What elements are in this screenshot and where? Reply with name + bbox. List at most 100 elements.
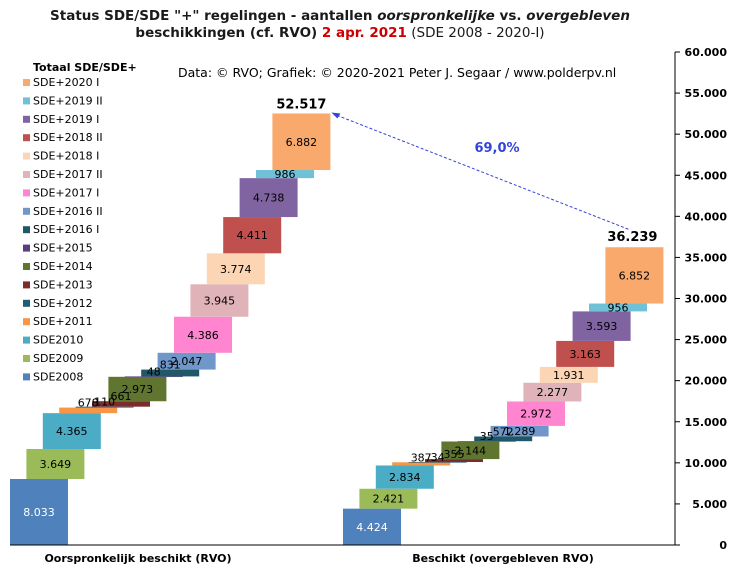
category-label: Oorspronkelijk beschikt (RVO) — [44, 552, 231, 565]
chart-title-line-1: Status SDE/SDE "+" regelingen - aantalle… — [0, 8, 680, 24]
legend-item: SDE+2012 — [33, 297, 93, 310]
data-label: 48 — [147, 365, 161, 378]
total-label: 36.239 — [607, 230, 657, 245]
bar-sde-2011 — [392, 462, 451, 466]
y-tick-label: 30.000 — [685, 293, 728, 306]
data-label: 1.931 — [553, 369, 585, 382]
bar-sde-2013 — [92, 401, 150, 407]
growth-percentage: 69,0% — [474, 141, 519, 156]
y-tick-label: 0 — [719, 539, 727, 552]
category-label: Beschikt (overgebleven RVO) — [412, 552, 593, 565]
legend-item: SDE+2016 I — [33, 223, 99, 236]
bar-sde-2015 — [457, 441, 516, 442]
bar-sde-2017-i — [507, 401, 565, 426]
bar-sde-2012 — [408, 462, 467, 463]
legend-swatch — [23, 355, 30, 362]
title-part-d: overgebleven — [526, 8, 630, 24]
legend-swatch — [23, 152, 30, 160]
bar-sde-2020-i — [272, 113, 331, 171]
y-tick-label: 10.000 — [685, 457, 728, 470]
data-label: 355 — [444, 448, 465, 461]
total-label: 52.517 — [276, 97, 326, 112]
legend-item: SDE+2011 — [33, 315, 93, 328]
legend-item: SDE+2018 II — [33, 131, 103, 144]
bar-sde-2020-i — [605, 247, 664, 304]
bar-sde-2019-ii — [256, 170, 314, 179]
data-label: 3.593 — [586, 320, 618, 333]
title-part-b: oorspronkelijke — [377, 8, 495, 24]
bar-sde-2018-i — [539, 366, 598, 383]
legend-swatch — [23, 336, 30, 344]
bar-sde-2016-ii — [157, 352, 216, 370]
data-label: 3.945 — [204, 295, 236, 308]
legend-swatch — [23, 115, 30, 123]
data-label: 4.424 — [356, 521, 388, 534]
legend-item: SDE2009 — [33, 352, 83, 365]
data-label: 4.738 — [253, 192, 285, 205]
legend-swatch — [23, 263, 30, 270]
legend-item: SDE+2019 I — [33, 113, 99, 126]
title-part-e: beschikkingen (cf. RVO) — [135, 25, 322, 41]
bar-sde-2015 — [124, 376, 183, 378]
legend-swatch — [23, 226, 30, 234]
y-tick-label: 25.000 — [685, 334, 728, 347]
data-label: 110 — [94, 396, 115, 409]
bar-sde-2014 — [441, 441, 500, 460]
data-label: 2.277 — [537, 386, 569, 399]
chart-title-line-2: beschikkingen (cf. RVO) 2 apr. 2021 (SDE… — [0, 25, 680, 41]
data-label: 661 — [111, 390, 132, 403]
legend-item: SDE2010 — [33, 334, 83, 347]
legend-item: SDE+2015 — [33, 242, 93, 255]
legend-item: SDE2008 — [33, 370, 83, 383]
data-label: 572 — [493, 425, 514, 438]
legend-item: SDE+2017 I — [33, 186, 99, 199]
bar-sde2008 — [10, 478, 68, 545]
y-tick-label: 50.000 — [685, 128, 728, 141]
legend-swatch — [23, 171, 30, 178]
data-label: 4.386 — [187, 329, 219, 342]
data-label: 387 — [411, 451, 432, 464]
bar-sde2008 — [343, 508, 401, 545]
legend-swatch — [23, 97, 30, 105]
bar-sde-2017-i — [174, 316, 232, 353]
legend-swatch — [23, 281, 30, 289]
bar-sde-2017-ii — [190, 284, 249, 317]
data-label: 35 — [480, 430, 494, 443]
legend-swatch — [23, 299, 30, 307]
data-label: 4.411 — [236, 229, 268, 242]
bar-sde2009 — [359, 488, 418, 509]
y-tick-label: 20.000 — [685, 375, 728, 388]
data-label: 2.972 — [520, 408, 552, 421]
bar-sde-2012 — [75, 406, 134, 408]
bar-sde-2019-i — [572, 311, 631, 341]
data-label: 2.047 — [171, 355, 203, 368]
data-label: 678 — [78, 397, 99, 410]
bar-sde-2019-ii — [589, 303, 647, 312]
data-label: 2.973 — [122, 383, 154, 396]
y-tick-label: 35.000 — [685, 251, 728, 264]
data-label: 2.834 — [389, 471, 421, 484]
growth-arrow-head — [331, 112, 341, 119]
y-tick-label: 55.000 — [685, 87, 728, 100]
bar-sde-2016-i — [141, 369, 200, 377]
bar-sde-2018-ii — [556, 340, 615, 367]
bar-sde-2013 — [425, 459, 483, 463]
data-label: 8.033 — [23, 506, 55, 519]
legend-swatch — [23, 189, 30, 197]
legend-swatch — [23, 134, 30, 142]
bar-sde2010 — [42, 413, 101, 450]
title-source-range: (SDE 2008 - 2020-I) — [406, 25, 545, 41]
data-label: 2.421 — [373, 493, 405, 506]
legend-item: SDE+2014 — [33, 260, 93, 273]
legend-swatch — [23, 207, 30, 215]
bar-sde-2017-ii — [523, 382, 582, 402]
legend-swatch — [23, 79, 30, 86]
data-label: 956 — [608, 301, 629, 314]
data-label: 3.649 — [40, 458, 72, 471]
title-part-a: Status SDE/SDE "+" regelingen - aantalle… — [50, 8, 378, 24]
bar-sde2010 — [375, 465, 434, 489]
bar-sde-2011 — [59, 407, 118, 414]
title-part-c: vs. — [494, 8, 527, 24]
data-label: 6.882 — [286, 136, 318, 149]
legend-swatch — [23, 244, 30, 252]
